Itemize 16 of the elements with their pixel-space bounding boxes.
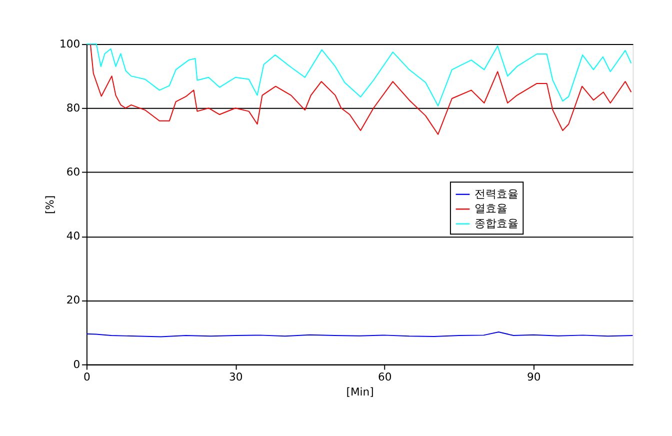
legend-label: 종합효율 <box>474 216 519 230</box>
x-tick-label: 30 <box>229 370 243 384</box>
x-axis-title: [Min] <box>346 385 374 398</box>
legend-label: 전력효율 <box>474 187 519 200</box>
legend-label: 열효율 <box>474 202 508 216</box>
y-tick-label: 20 <box>66 294 80 307</box>
x-tick-label: 90 <box>527 370 541 384</box>
y-axis-title: [%] <box>44 195 57 214</box>
x-tick-label: 60 <box>378 370 392 384</box>
y-tick-label: 40 <box>66 230 80 243</box>
y-tick-label: 0 <box>73 358 80 371</box>
line-series <box>90 44 632 135</box>
y-tick-label: 60 <box>66 166 80 179</box>
y-tick-label: 80 <box>66 102 80 115</box>
y-tick-label: 100 <box>59 37 80 50</box>
x-tick-label: 0 <box>84 370 91 384</box>
